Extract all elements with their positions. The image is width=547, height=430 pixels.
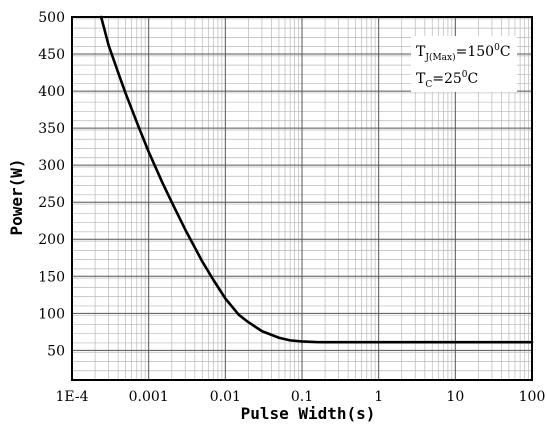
annotation-tc-sup: 0 [462,70,468,80]
x-tick-label: 100 [519,389,546,405]
y-tick-label: 500 [38,10,65,26]
power-curve [99,15,534,344]
annotation-tj-sub: J(Max) [424,52,455,63]
y-tick-label: 250 [38,195,65,211]
conditions-annotation: TJ(Max)=1500C TC=250C [411,36,517,92]
y-tick-label: 350 [38,121,65,137]
x-tick-label: 0.001 [129,389,169,405]
y-tick-label: 150 [38,269,65,285]
annotation-line-tj: TJ(Max)=1500C [416,43,511,63]
annotation-line-tc: TC=250C [416,70,478,90]
annotation-tj-sup: 0 [494,43,500,53]
y-tick-label: 300 [38,158,65,174]
curve-layer [99,15,534,344]
annotation-tj-rest: =150 [456,44,494,60]
y-tick-label: 100 [38,306,65,322]
annotation-tc-rest: =25 [432,71,462,87]
plot-frame [71,16,533,381]
y-tick-label: 200 [38,232,65,248]
annotation-tc-unit: C [468,71,479,87]
x-tick-label: 1E-4 [55,389,88,405]
x-tick-label: 0.1 [291,389,313,405]
y-tick-labels: 50 100 150 200 250 300 350 400 450 500 [38,10,65,359]
annotation-tj-unit: C [500,44,511,60]
x-tick-labels: 1E-4 0.001 0.01 0.1 1 10 100 [55,389,545,405]
annotation-tj-main: T [416,44,426,60]
annotation-tc-main: T [416,71,426,87]
x-axis-title: Pulse Width(s) [241,404,376,423]
y-axis-title: Power(W) [7,158,26,235]
annotation-background [411,36,517,92]
x-tick-label: 0.01 [210,389,241,405]
annotation-tc-sub: C [425,80,432,90]
x-tick-label: 1 [374,389,383,405]
y-tick-label: 50 [47,343,65,359]
y-tick-label: 450 [38,47,65,63]
y-tick-label: 400 [38,84,65,100]
x-tick-label: 10 [446,389,464,405]
